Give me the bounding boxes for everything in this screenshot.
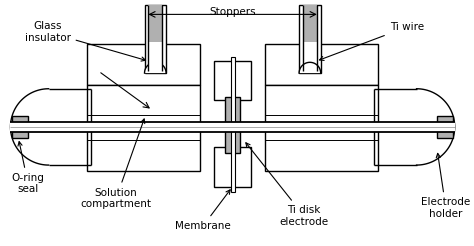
Text: Stoppers: Stoppers [210,7,256,17]
Text: Ti wire: Ti wire [319,22,424,61]
Text: Electrode
holder: Electrode holder [421,154,471,219]
Polygon shape [299,62,320,73]
Text: Solution
compartment: Solution compartment [81,119,152,209]
Bar [214,147,251,187]
Polygon shape [374,89,455,165]
Bar [145,5,166,73]
Bar [265,44,378,85]
Text: Glass
insulator: Glass insulator [25,21,146,61]
Bar [148,54,162,73]
Bar [87,85,201,171]
Polygon shape [10,89,91,165]
Polygon shape [145,62,166,73]
Text: Ti disk
electrode: Ti disk electrode [246,143,328,227]
Bar [12,116,28,138]
Text: Membrane: Membrane [175,190,231,231]
Bar [87,44,201,85]
Bar [437,116,453,138]
Bar [214,61,251,101]
Bar [303,5,317,42]
Bar [148,5,162,42]
Bar [299,5,320,73]
Bar [231,58,235,192]
Text: O-ring
seal: O-ring seal [12,142,45,195]
Bar [265,85,378,171]
Bar [10,122,455,132]
Bar [225,97,240,153]
Bar [374,89,417,165]
Bar [49,89,91,165]
